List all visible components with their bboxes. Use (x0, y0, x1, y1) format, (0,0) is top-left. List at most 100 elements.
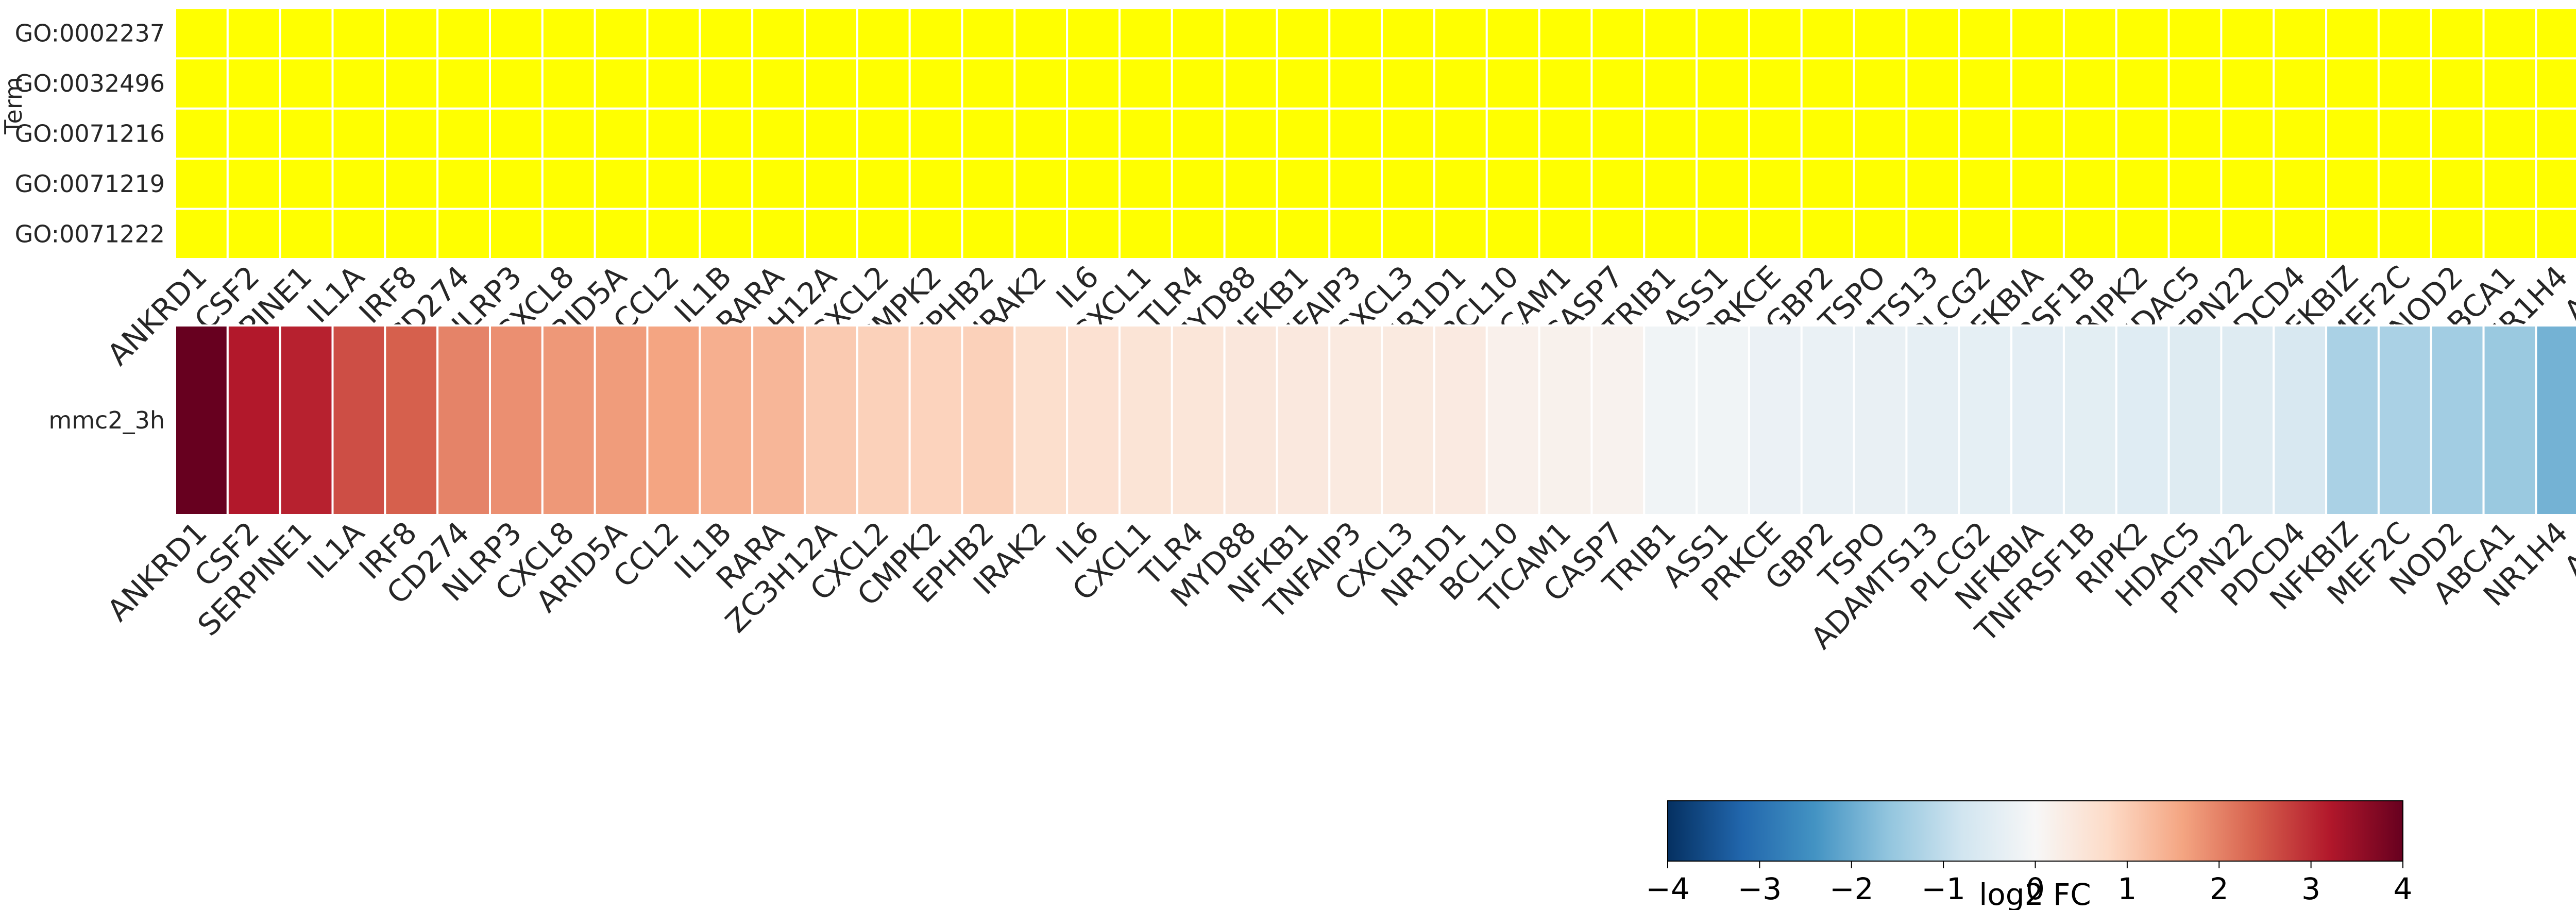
term-cell (1066, 158, 1121, 210)
log2fc-cell (1485, 324, 1540, 516)
log2fc-cell (2167, 324, 2223, 516)
colorbar-tick-label: −4 (1646, 871, 1690, 906)
log2fc-cell (1800, 324, 1855, 516)
term-cell (961, 208, 1016, 261)
term-cell (1381, 208, 1435, 261)
term-cell (1276, 107, 1331, 160)
term-cell (2377, 158, 2432, 210)
term-cell (1538, 208, 1593, 261)
term-cell (961, 107, 1016, 160)
term-cell (1800, 158, 1855, 210)
term-cell (2010, 158, 2065, 210)
term-cell (2273, 107, 2328, 160)
term-cell (856, 57, 911, 110)
term-cell (2010, 57, 2065, 110)
term-cell (2325, 208, 2380, 261)
term-cell (1748, 107, 1803, 160)
term-cell (174, 107, 229, 160)
term-cell (1853, 57, 1908, 110)
log2fc-cell (174, 324, 229, 516)
colorbar-tick-label: −2 (1829, 871, 1874, 906)
term-cell (1485, 107, 1540, 160)
term-cell (1853, 208, 1908, 261)
term-cell (488, 7, 544, 60)
log2fc-cell (1328, 324, 1383, 516)
term-cell (2167, 107, 2223, 160)
term-cell (2062, 107, 2117, 160)
term-cell (2273, 208, 2328, 261)
log2fc-cell (226, 324, 281, 516)
term-cell (174, 208, 229, 261)
term-cell (803, 57, 858, 110)
term-cell (751, 57, 806, 110)
log2fc-cell (2482, 324, 2537, 516)
term-cell (1013, 57, 1069, 110)
term-cell (2430, 158, 2485, 210)
term-cell (384, 158, 439, 210)
colorbar-gradient (1667, 800, 2403, 862)
term-cell (1118, 7, 1173, 60)
log2fc-cell (1223, 324, 1278, 516)
log2fc-cell (1643, 324, 1698, 516)
term-cell (1958, 208, 2013, 261)
term-cell (2430, 208, 2485, 261)
term-cell (2062, 208, 2117, 261)
log2fc-cell (436, 324, 491, 516)
term-cell (488, 57, 544, 110)
term-cell (1276, 7, 1331, 60)
term-cell (541, 107, 596, 160)
term-cell (1171, 7, 1226, 60)
term-cell (384, 107, 439, 160)
term-cell (1800, 57, 1855, 110)
term-cell (1433, 158, 1488, 210)
term-cell (488, 107, 544, 160)
term-cell (1696, 158, 1750, 210)
term-cell (1171, 107, 1226, 160)
term-cell (1853, 7, 1908, 60)
log2fc-cell (961, 324, 1016, 516)
term-cell (1748, 208, 1803, 261)
log2fc-cell (699, 324, 754, 516)
term-cell (279, 7, 334, 60)
term-cell (2325, 158, 2380, 210)
log2fc-cell (1538, 324, 1593, 516)
term-cell (1748, 158, 1803, 210)
term-cell (2115, 7, 2170, 60)
term-cell (1485, 57, 1540, 110)
term-cell (1485, 158, 1540, 210)
term-cell (1013, 107, 1069, 160)
term-cell (1171, 57, 1226, 110)
term-cell (1905, 107, 1960, 160)
term-cell (488, 158, 544, 210)
term-cell (2062, 7, 2117, 60)
term-cell (1485, 7, 1540, 60)
term-cell (594, 7, 649, 60)
term-cell (436, 107, 491, 160)
term-cell (646, 57, 701, 110)
term-cell (1223, 107, 1278, 160)
term-row-label: GO:0002237 (15, 20, 165, 47)
log2fc-cell (1171, 324, 1226, 516)
log2fc-cell (384, 324, 439, 516)
colorbar: −4 −3 −2 −1 0 1 2 3 4 log2 FC (1646, 800, 2412, 910)
term-cell (1958, 7, 2013, 60)
term-cell (594, 158, 649, 210)
colorbar-ticks: −4 −3 −2 −1 0 1 2 3 4 (1646, 861, 2412, 906)
term-cell (2220, 107, 2275, 160)
term-cell (1066, 57, 1121, 110)
term-cell (1853, 107, 1908, 160)
term-cell (331, 208, 386, 261)
term-cell (751, 107, 806, 160)
term-cell (331, 107, 386, 160)
term-cell (2535, 208, 2576, 261)
term-cell (803, 107, 858, 160)
term-cell (1066, 7, 1121, 60)
term-cell (1485, 208, 1540, 261)
term-cell (908, 208, 963, 261)
term-cell (2115, 107, 2170, 160)
term-cell (2220, 158, 2275, 210)
log2fc-cell (751, 324, 806, 516)
log2fc-cell (2010, 324, 2065, 516)
term-cell (541, 158, 596, 210)
term-cell (1118, 57, 1173, 110)
